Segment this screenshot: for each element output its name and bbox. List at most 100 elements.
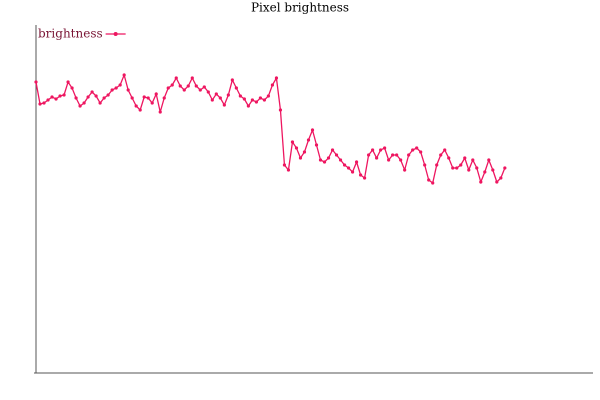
data-point [42, 101, 46, 105]
data-point [210, 98, 214, 102]
legend-marker [113, 32, 118, 36]
data-point [282, 163, 287, 167]
data-point [350, 170, 355, 174]
data-point [190, 76, 194, 80]
data-point [270, 83, 275, 87]
legend-label: brightness [38, 27, 103, 41]
data-point [455, 166, 459, 170]
data-point [411, 148, 415, 152]
data-point [338, 158, 343, 162]
data-point [503, 166, 507, 170]
data-point [475, 166, 479, 170]
data-point [90, 90, 94, 94]
data-point [326, 156, 331, 160]
data-point [427, 178, 431, 182]
data-point [387, 158, 391, 162]
data-point [358, 173, 363, 177]
data-point [242, 97, 246, 101]
data-point [459, 163, 463, 167]
data-point [447, 156, 451, 160]
data-point [50, 95, 54, 99]
data-point [439, 153, 443, 157]
data-point [318, 158, 323, 162]
data-point [114, 86, 118, 90]
data-point [170, 83, 174, 87]
data-point [330, 148, 335, 152]
data-point [150, 101, 154, 105]
data-point [198, 88, 202, 92]
data-point [487, 158, 491, 162]
data-point [46, 98, 50, 102]
data-point [499, 176, 503, 180]
data-point [322, 160, 327, 164]
data-point [419, 150, 423, 154]
data-point [38, 102, 42, 106]
data-point [431, 181, 435, 185]
data-point [403, 168, 407, 172]
data-point [230, 78, 234, 82]
data-point [483, 170, 487, 174]
data-point [407, 153, 411, 157]
data-point [415, 146, 419, 150]
data-point [399, 158, 403, 162]
data-point [62, 93, 66, 97]
data-point [142, 95, 146, 99]
data-point [74, 96, 78, 100]
data-point [218, 96, 222, 100]
data-point [435, 163, 439, 167]
data-point [118, 83, 122, 87]
data-point [202, 85, 206, 89]
data-point [274, 76, 279, 80]
data-point [258, 96, 263, 100]
data-point [34, 80, 38, 84]
data-point [222, 103, 226, 107]
data-point [375, 156, 379, 160]
data-point [206, 90, 210, 94]
data-point [78, 104, 82, 108]
data-point [262, 98, 267, 102]
data-line [35, 72, 506, 185]
data-point [162, 96, 166, 100]
data-point [138, 108, 142, 112]
data-point [234, 86, 238, 90]
data-point [134, 104, 138, 108]
data-point [126, 88, 130, 92]
data-point [491, 168, 495, 172]
data-point [178, 84, 182, 88]
data-point [366, 153, 371, 157]
data-point [86, 95, 90, 99]
data-point [250, 98, 254, 102]
data-point [306, 138, 311, 142]
data-point [266, 94, 271, 98]
data-point [98, 101, 102, 105]
data-point [362, 176, 367, 180]
data-point [102, 96, 106, 100]
data-point [310, 128, 315, 132]
chart-title: Pixel brightness [251, 1, 349, 15]
data-point [314, 143, 319, 147]
data-point [82, 101, 86, 105]
data-point [106, 93, 110, 97]
data-point [346, 166, 351, 170]
data-point [54, 97, 58, 101]
data-point [130, 96, 134, 100]
data-point [423, 163, 427, 167]
data-point [122, 73, 126, 77]
data-point [70, 86, 74, 90]
data-point [186, 84, 190, 88]
data-point [471, 158, 475, 162]
data-point [166, 86, 170, 90]
data-point [110, 88, 114, 92]
data-point [395, 153, 399, 157]
data-point [342, 163, 347, 167]
data-point [290, 140, 295, 144]
data-point [278, 108, 283, 112]
data-point [354, 160, 359, 164]
data-point [194, 84, 198, 88]
data-point [391, 153, 395, 157]
data-point [443, 148, 447, 152]
data-point [334, 153, 339, 157]
data-point [182, 88, 186, 92]
